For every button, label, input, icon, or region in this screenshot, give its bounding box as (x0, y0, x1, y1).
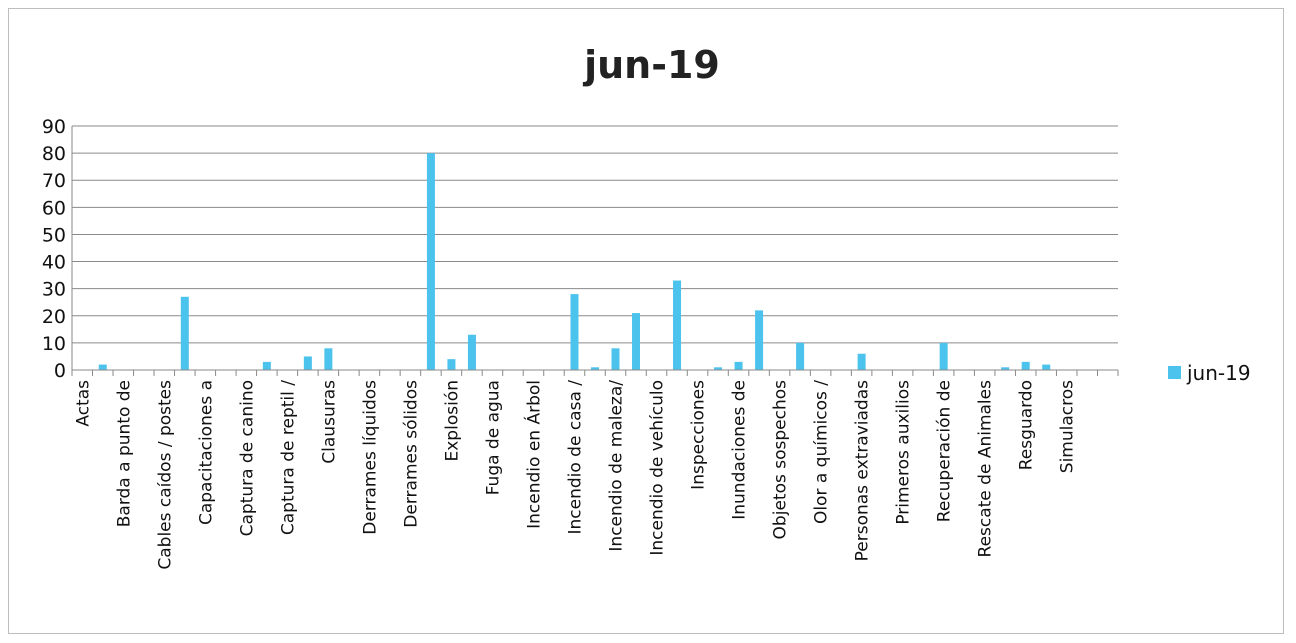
x-tick-label: Capacitaciones a (196, 380, 216, 525)
x-tick-label: Barda a punto de (114, 380, 134, 527)
x-tick-label: Primeros auxilios (894, 380, 914, 525)
x-tick-label: Captura de canino (237, 380, 257, 536)
y-tick-label: 70 (42, 170, 66, 192)
x-tick-label: Recuperación de (935, 380, 955, 522)
bar (303, 356, 312, 370)
bar (611, 348, 620, 370)
x-tick-label: Explosión (442, 380, 462, 461)
x-tick-label: Derrames sólidos (401, 380, 421, 528)
bar (857, 353, 866, 370)
x-tick-label: Rescate de Animales (976, 380, 996, 558)
bar (796, 342, 805, 370)
legend: jun-19 (1168, 361, 1251, 385)
bar (1021, 361, 1030, 370)
bar (632, 313, 641, 370)
x-tick-label: Actas (73, 380, 93, 427)
x-tick-label: Personas extraviadas (853, 380, 873, 562)
y-axis: 0 10 20 30 40 50 60 70 80 90 (42, 116, 73, 382)
bar (755, 310, 764, 370)
x-tick-label: Captura de reptil / (278, 380, 298, 535)
bars (98, 153, 1051, 370)
x-tick-label: Fuga de agua (483, 380, 503, 495)
gridlines (72, 125, 1118, 344)
bar (98, 364, 107, 370)
y-tick-label: 20 (42, 306, 66, 328)
x-tick-label: Cables caídos / postes (155, 380, 175, 570)
x-tick-label: Simulacros (1058, 380, 1078, 473)
bar (673, 280, 682, 370)
bar (734, 361, 743, 370)
x-tick-label: Inspecciones (689, 380, 709, 490)
legend-label: jun-19 (1186, 361, 1251, 385)
x-tick-label: Incendio de vehículo (648, 380, 668, 556)
bar (467, 334, 476, 370)
chart-frame (8, 8, 1284, 634)
legend-swatch (1168, 366, 1181, 379)
bar (939, 342, 948, 370)
x-tick-label: Incendio en Árbol (522, 380, 544, 529)
x-tick-label: Clausuras (319, 380, 339, 464)
bar (262, 361, 271, 370)
y-tick-label: 90 (42, 116, 66, 138)
y-tick-label: 30 (42, 279, 66, 301)
x-tick-label: Resguardo (1017, 380, 1037, 470)
y-tick-label: 10 (42, 333, 66, 355)
bar (1042, 364, 1051, 370)
bar (180, 296, 189, 370)
x-tick-label: Olor a químicos / (812, 380, 832, 524)
x-tick-label: Incendio de casa / (565, 380, 585, 535)
x-tick-label: Incendio de maleza/ (607, 380, 627, 552)
bar (714, 367, 723, 370)
bar (591, 367, 599, 370)
y-tick-label: 50 (42, 224, 66, 246)
x-tick-label: Objetos sospechos (771, 380, 791, 540)
x-axis: Actas Barda a punto de Cables caídos / pos… (71, 369, 1119, 570)
x-tick-label: Derrames líquidos (360, 380, 380, 535)
bar (447, 359, 456, 370)
x-tick-label: Inundaciones de (730, 380, 750, 520)
y-tick-label: 60 (42, 197, 66, 219)
y-tick-label: 0 (54, 360, 66, 382)
chart-title: jun-19 (582, 43, 720, 87)
bar (1001, 367, 1010, 370)
bar (426, 153, 435, 370)
bar (570, 294, 579, 370)
y-tick-label: 80 (42, 143, 66, 165)
bar (324, 348, 333, 370)
y-tick-label: 40 (42, 252, 66, 274)
